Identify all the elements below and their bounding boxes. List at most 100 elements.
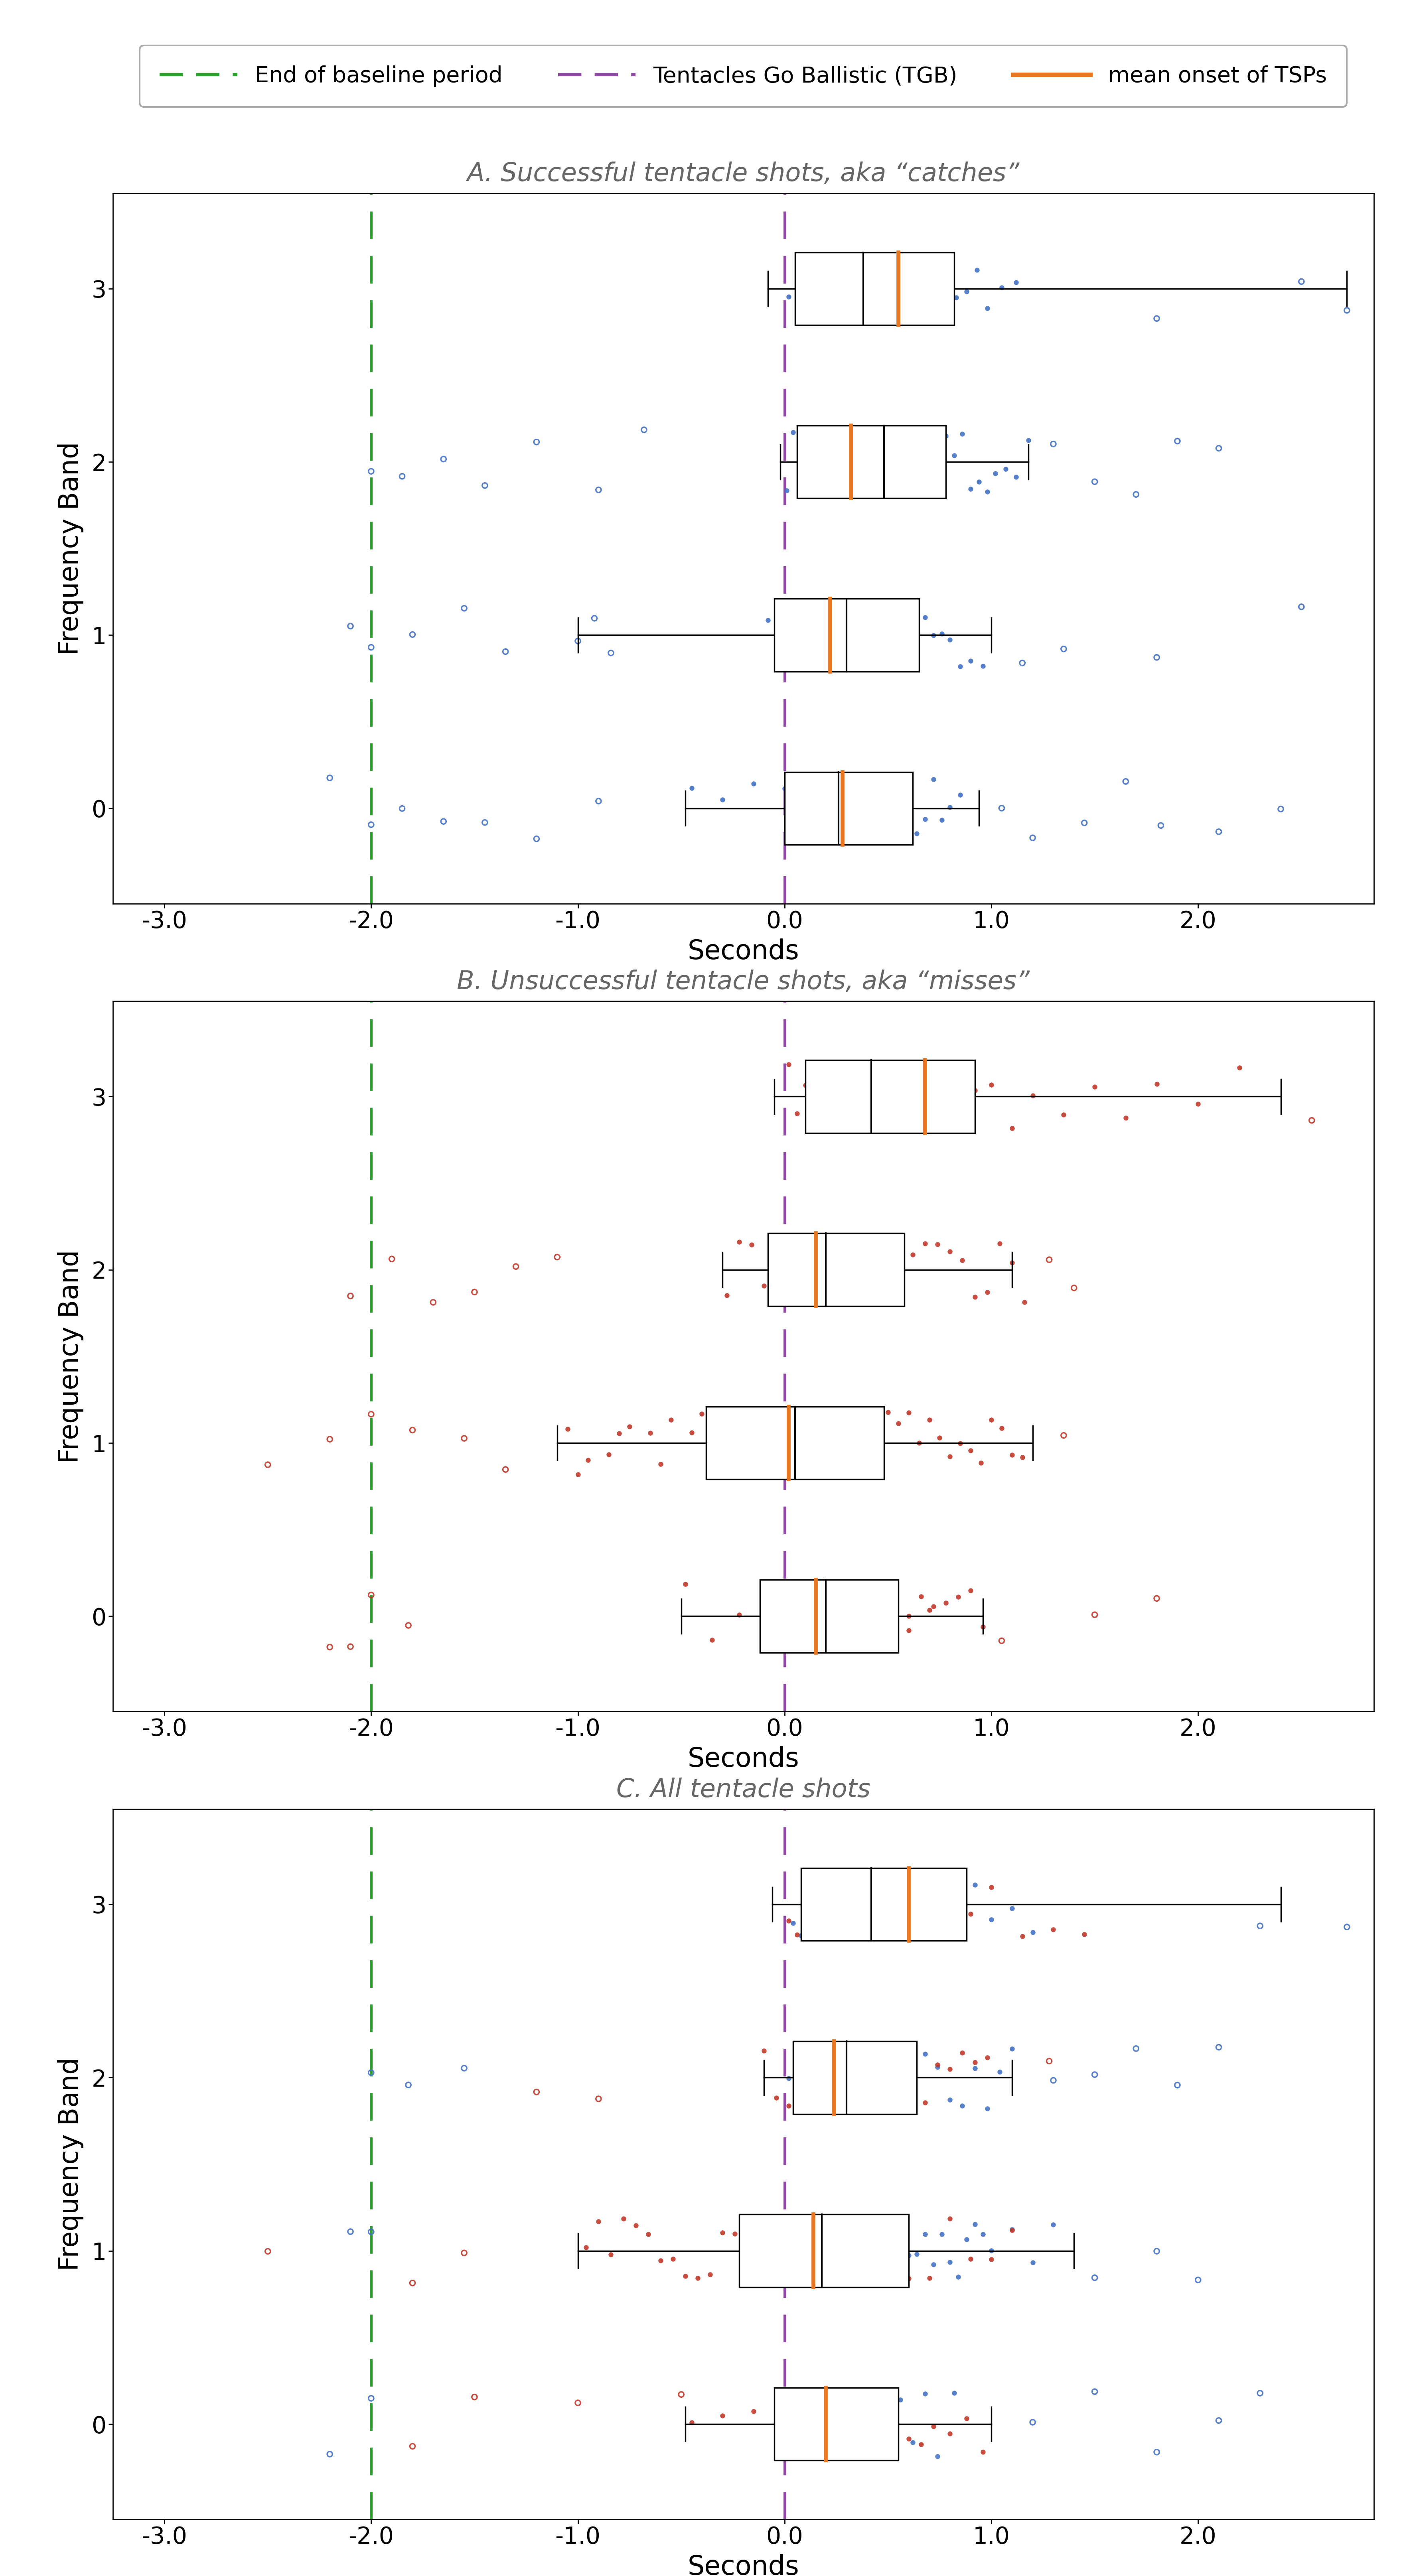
Point: [964, 1865, 986, 1906]
Point: [1394, 1911, 1409, 1953]
Point: [724, 2213, 747, 2254]
Point: [638, 1412, 661, 1453]
Point: [955, 270, 978, 312]
Point: [972, 2432, 995, 2473]
Point: [256, 2231, 279, 2272]
Point: [872, 1074, 895, 1115]
Point: [981, 2239, 1003, 2280]
Point: [827, 1275, 850, 1316]
Point: [864, 590, 886, 631]
Point: [857, 1427, 879, 1468]
Point: [662, 2239, 685, 2280]
Point: [786, 2202, 809, 2244]
Point: [359, 1394, 382, 1435]
Point: [836, 1574, 858, 1615]
Point: [981, 2231, 1003, 2272]
Point: [889, 2221, 912, 2262]
Point: [914, 1224, 937, 1265]
Point: [914, 2372, 937, 2414]
Point: [848, 1574, 871, 1615]
Point: [782, 2372, 805, 2414]
Point: [872, 2406, 895, 2447]
Point: [380, 1239, 403, 1280]
Point: [600, 2233, 623, 2275]
Point: [786, 2396, 809, 2437]
Point: [256, 1445, 279, 1486]
Point: [947, 2257, 969, 2298]
Point: [934, 415, 957, 456]
Point: [775, 469, 797, 510]
Point: [857, 768, 879, 809]
Point: [452, 1417, 475, 1458]
Point: [919, 2257, 941, 2298]
Point: [464, 2378, 486, 2419]
Point: [764, 1437, 786, 1479]
Point: [857, 237, 879, 278]
Point: [914, 281, 937, 322]
Point: [699, 2254, 721, 2295]
Point: [1084, 1066, 1106, 1108]
Point: [588, 469, 610, 510]
Point: [359, 2378, 382, 2419]
Point: [433, 801, 455, 842]
Point: [857, 2200, 879, 2241]
Point: [778, 1605, 800, 1646]
Point: [919, 1087, 941, 1128]
Point: [885, 2396, 907, 2437]
Point: [1053, 629, 1075, 670]
Point: [809, 291, 831, 332]
Point: [390, 456, 413, 497]
Point: [991, 1406, 1013, 1448]
Point: [879, 453, 902, 495]
Point: [876, 1868, 899, 1909]
Point: [806, 2257, 828, 2298]
Point: [1146, 636, 1168, 677]
Point: [902, 2071, 924, 2112]
Point: [885, 1595, 907, 1636]
Point: [906, 273, 929, 314]
Point: [1146, 2432, 1168, 2473]
Point: [831, 1914, 854, 1955]
Point: [802, 2079, 824, 2120]
Point: [716, 1275, 738, 1316]
Point: [1022, 1074, 1044, 1115]
Point: [951, 2032, 974, 2074]
Point: [914, 2032, 937, 2074]
Point: [864, 1880, 886, 1922]
Point: [1167, 2063, 1189, 2105]
Point: [814, 762, 837, 804]
Point: [1043, 422, 1065, 464]
Point: [864, 2087, 886, 2128]
Legend: End of baseline period, Tentacles Go Ballistic (TGB), mean onset of TSPs: End of baseline period, Tentacles Go Bal…: [139, 46, 1347, 108]
Point: [926, 2043, 948, 2084]
Point: [1012, 641, 1034, 683]
Point: [833, 466, 855, 507]
Point: [850, 299, 872, 340]
Point: [964, 1278, 986, 1319]
Point: [612, 2197, 634, 2239]
Point: [1248, 1906, 1271, 1947]
Point: [914, 2081, 937, 2123]
Point: [889, 2380, 912, 2421]
Point: [950, 1105, 972, 1146]
Point: [910, 2424, 933, 2465]
X-axis label: Seconds: Seconds: [688, 2553, 799, 2576]
Point: [960, 469, 982, 510]
Point: [930, 613, 952, 654]
Point: [814, 2061, 837, 2102]
Point: [976, 471, 999, 513]
Point: [397, 2063, 420, 2105]
Point: [814, 2239, 837, 2280]
Point: [748, 2223, 771, 2264]
Point: [1186, 2259, 1209, 2300]
Point: [681, 2401, 703, 2442]
Point: [782, 1904, 805, 1945]
Point: [810, 1870, 833, 1911]
Point: [938, 2079, 961, 2120]
Point: [857, 415, 879, 456]
Point: [743, 1432, 765, 1473]
Point: [588, 2079, 610, 2120]
Point: [797, 1582, 820, 1623]
Point: [814, 1267, 837, 1309]
Point: [902, 461, 924, 502]
